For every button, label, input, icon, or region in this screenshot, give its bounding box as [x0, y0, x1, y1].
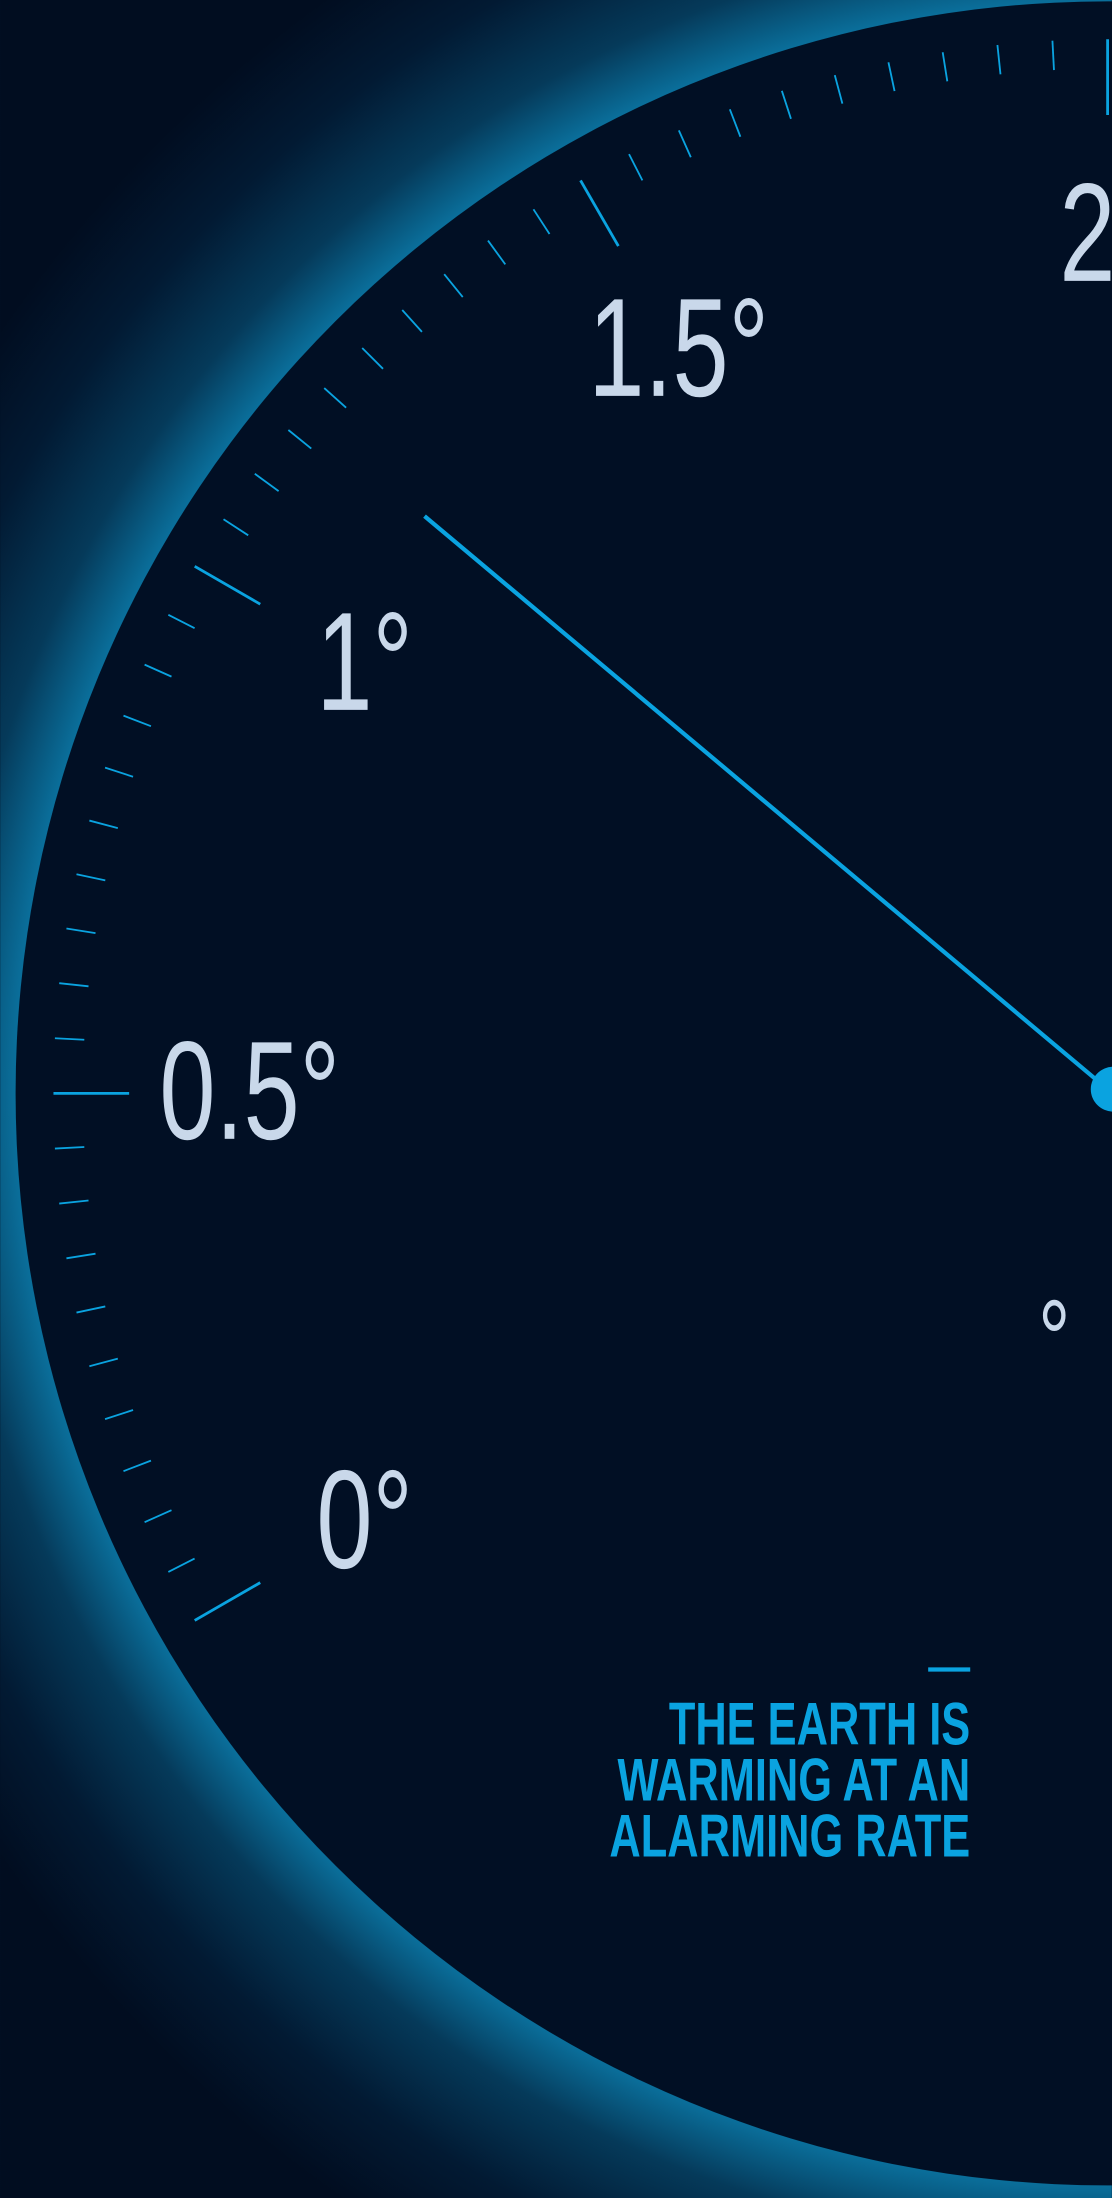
minor-tick [144, 1509, 172, 1523]
minor-tick [59, 982, 89, 988]
tick-label: 0.5° [159, 1011, 340, 1168]
minor-tick [728, 108, 742, 138]
tick-label: 1° [316, 582, 412, 739]
major-tick [579, 179, 620, 247]
major-tick [193, 1581, 261, 1622]
minor-tick [167, 1557, 195, 1573]
minor-tick [532, 208, 551, 235]
minor-tick [487, 240, 507, 265]
tick-label: 2° [1059, 154, 1112, 311]
minor-tick [678, 130, 692, 158]
minor-tick [54, 1037, 85, 1041]
needle-hub [1090, 1066, 1112, 1112]
minor-tick [66, 1252, 96, 1260]
annotation-group: ° [1038, 1277, 1070, 1402]
dial-face [15, 1, 1112, 2186]
minor-tick [144, 663, 172, 678]
title-line-group: THE EARTH IS [669, 1690, 970, 1758]
minor-tick [66, 927, 96, 934]
tick-label: 1.5° [588, 268, 769, 425]
minor-tick [104, 766, 134, 778]
minor-tick [628, 153, 644, 181]
title-line-group: WARMING AT AN [617, 1746, 970, 1814]
minor-tick [59, 1199, 89, 1205]
minor-tick [167, 614, 195, 629]
minor-tick [287, 429, 312, 450]
minor-tick [54, 1146, 85, 1150]
minor-tick [443, 273, 464, 298]
minor-tick [780, 90, 792, 120]
minor-tick [76, 1305, 106, 1314]
tick-label-group: 0.5° [159, 1011, 340, 1168]
title-line: ALARMING RATE [609, 1803, 970, 1871]
tick-label-group: 1.5° [588, 268, 769, 425]
minor-tick [1051, 40, 1055, 71]
tick-label: 0° [316, 1440, 412, 1597]
title-line: WARMING AT AN [617, 1746, 970, 1814]
minor-tick [223, 518, 249, 537]
minor-tick [361, 347, 384, 370]
minor-tick [76, 873, 106, 882]
minor-tick [941, 52, 949, 82]
minor-tick [123, 1459, 152, 1473]
minor-tick [89, 819, 119, 830]
tick-label-group: 0° [316, 1440, 412, 1597]
title-line: THE EARTH IS [669, 1690, 970, 1758]
minor-tick [323, 387, 347, 409]
minor-tick [254, 473, 280, 492]
minor-tick [104, 1409, 134, 1421]
minor-tick [833, 74, 844, 104]
tick-label-group: 2° [1059, 154, 1112, 311]
minor-tick [887, 62, 896, 92]
title-line-group: ALARMING RATE [609, 1803, 970, 1871]
tick-label-group: 1° [316, 582, 412, 739]
minor-tick [401, 309, 423, 333]
minor-tick [123, 714, 152, 728]
major-tick [193, 565, 261, 606]
annotation: ° [1038, 1277, 1070, 1402]
needle [423, 514, 1109, 1091]
minor-tick [89, 1357, 119, 1368]
minor-tick [996, 44, 1002, 75]
